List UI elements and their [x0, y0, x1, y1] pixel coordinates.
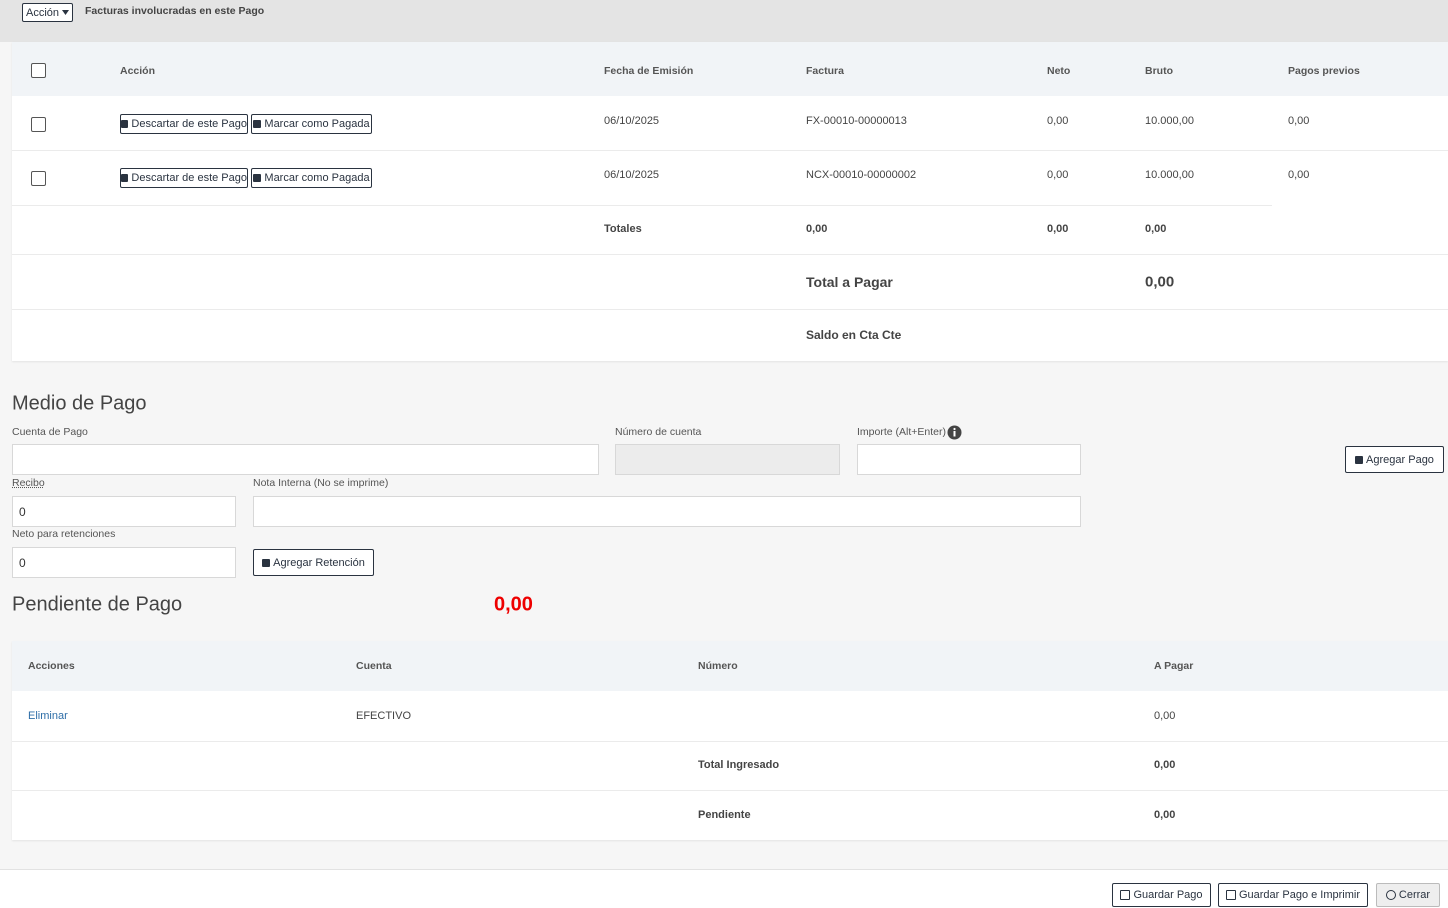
cell: 06/10/2025	[604, 115, 660, 127]
column-header: Factura	[806, 65, 844, 77]
field-label: Neto para retenciones	[12, 528, 116, 540]
cell: EFECTIVO	[356, 710, 412, 722]
toolbar	[0, 0, 1448, 42]
amount-input[interactable]	[857, 444, 1081, 475]
save-label: Guardar Pago	[1133, 889, 1203, 901]
add-withholding-label: Agregar Retención	[273, 556, 365, 569]
receipt-input[interactable]: 0	[12, 496, 236, 527]
row-checkbox[interactable]	[31, 117, 46, 132]
cell: 0,00	[1288, 115, 1310, 127]
total-entered-label: Total Ingresado	[698, 759, 780, 771]
field-label: Número de cuenta	[615, 426, 702, 438]
section-heading: Medio de Pago	[12, 392, 147, 415]
pending-title: Pendiente de Pago	[12, 593, 183, 616]
mark-paid-button[interactable]: Marcar como Pagada	[251, 114, 372, 134]
account-number-input	[615, 444, 840, 475]
mark-paid-label: Marcar como Pagada	[264, 172, 370, 184]
total-to-pay-label: Total a Pagar	[806, 274, 893, 290]
save-button[interactable]: Guardar Pago	[1112, 883, 1211, 907]
column-header: Fecha de Emisión	[604, 65, 694, 77]
icon	[253, 120, 262, 128]
account-select[interactable]	[12, 444, 599, 475]
info-icon[interactable]	[947, 425, 962, 440]
field-label: Nota Interna (No se imprime)	[253, 477, 389, 489]
icon	[121, 174, 129, 182]
discard-label: Descartar de este Pago	[131, 172, 247, 184]
discard-button[interactable]: Descartar de este Pago	[120, 168, 248, 188]
action-dropdown[interactable]: Acción	[22, 3, 73, 22]
cell: 0,00	[1047, 169, 1069, 181]
field-label: Recibo	[12, 477, 45, 489]
icon	[1355, 455, 1364, 464]
net-withholding-input[interactable]: 0	[12, 547, 236, 578]
totals-cell: 0,00	[1047, 223, 1069, 235]
column-header: Acción	[120, 65, 156, 77]
column-header: A Pagar	[1154, 660, 1194, 672]
totals-cell: 0,00	[806, 223, 828, 235]
totals-cell: 0,00	[1145, 223, 1167, 235]
row-divider	[12, 254, 1448, 255]
add-payment-button[interactable]: Agregar Pago	[1345, 446, 1444, 473]
row-divider	[12, 790, 1448, 791]
internal-note-input[interactable]	[253, 496, 1081, 527]
cell: 0,00	[1154, 710, 1176, 722]
icon	[253, 174, 262, 182]
total-entered-value: 0,00	[1154, 759, 1176, 771]
icon	[1225, 890, 1236, 900]
save-print-button[interactable]: Guardar Pago e Imprimir	[1218, 883, 1368, 907]
close-label: Cerrar	[1398, 889, 1431, 901]
icon	[121, 120, 129, 128]
column-header: Neto	[1047, 65, 1071, 77]
close-button[interactable]: Cerrar	[1376, 883, 1440, 907]
cell: 06/10/2025	[604, 169, 660, 181]
column-header: Bruto	[1145, 65, 1173, 77]
column-header: Número	[698, 660, 738, 672]
section-title: Facturas involucradas en este Pago	[85, 5, 265, 17]
pending-value: 0,00	[494, 593, 533, 616]
mark-paid-button[interactable]: Marcar como Pagada	[251, 168, 372, 188]
discard-label: Descartar de este Pago	[131, 118, 247, 130]
invoices-header	[12, 42, 1448, 96]
column-header: Acciones	[28, 660, 75, 672]
row-checkbox[interactable]	[31, 171, 46, 186]
column-header: Pagos previos	[1288, 65, 1360, 77]
cell: FX-00010-00000013	[806, 115, 907, 127]
pending-label: Pendiente	[698, 809, 751, 821]
save-print-label: Guardar Pago e Imprimir	[1238, 889, 1361, 901]
add-payment-label: Agregar Pago	[1366, 453, 1434, 466]
row-divider	[12, 205, 1272, 206]
pending-amount: 0,00	[1154, 809, 1176, 821]
icon	[1120, 890, 1131, 900]
row-divider	[12, 741, 1448, 742]
totals-label: Totales	[604, 223, 642, 235]
cell: NCX-00010-00000002	[806, 169, 917, 181]
delete-link[interactable]: Eliminar	[28, 710, 68, 722]
discard-button[interactable]: Descartar de este Pago	[120, 114, 248, 134]
action-dropdown-label: Acción	[25, 6, 60, 19]
column-header: Cuenta	[356, 660, 392, 672]
row-divider	[12, 150, 1448, 151]
select-all-checkbox[interactable]	[31, 63, 46, 78]
field-label: Importe (Alt+Enter)	[857, 426, 946, 438]
total-to-pay-value: 0,00	[1145, 273, 1175, 291]
field-label: Cuenta de Pago	[12, 426, 88, 438]
cell: 10.000,00	[1145, 169, 1194, 181]
add-withholding-button[interactable]: Agregar Retención	[253, 549, 374, 576]
payments-header	[12, 641, 1448, 691]
mark-paid-label: Marcar como Pagada	[264, 118, 370, 130]
cell: 10.000,00	[1145, 115, 1194, 127]
balance-label: Saldo en Cta Cte	[806, 328, 902, 342]
icon	[262, 558, 271, 567]
caret	[62, 10, 70, 15]
cell: 0,00	[1288, 169, 1310, 181]
cell: 0,00	[1047, 115, 1069, 127]
icon	[1385, 890, 1396, 900]
row-divider	[12, 309, 1448, 310]
